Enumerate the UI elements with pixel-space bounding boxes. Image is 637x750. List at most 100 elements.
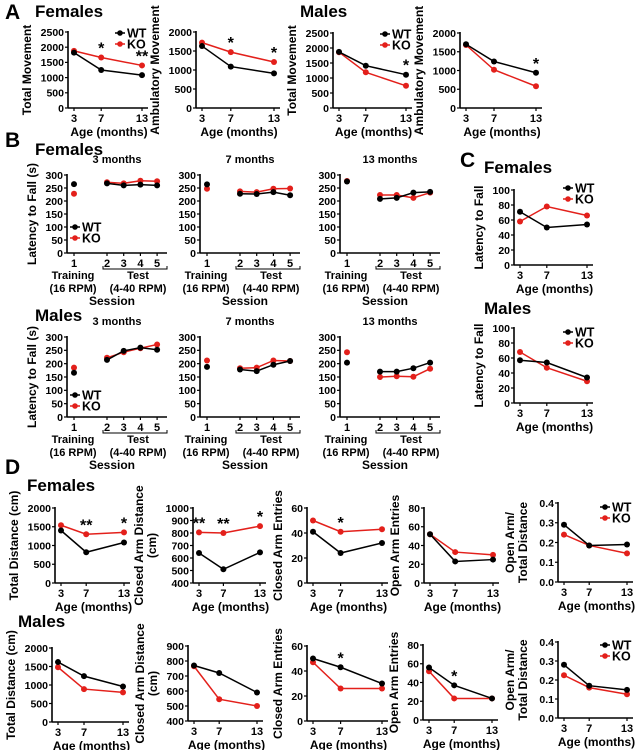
legend-label: WT (82, 389, 102, 403)
data-point-wt (463, 41, 469, 48)
y-tick-label: 700 (171, 540, 189, 552)
panel-label-d: D (5, 456, 21, 479)
legend-item-wt: WT (600, 639, 632, 653)
series-line-wt (239, 360, 291, 372)
data-point-wt (624, 686, 630, 693)
data-point-wt (71, 49, 77, 56)
y-tick-label: 50 (324, 398, 336, 410)
test-bracket (102, 430, 168, 434)
x-axis-label: Age (months) (70, 125, 147, 139)
x-tick-label: 7 (338, 588, 344, 600)
series-line-wt (519, 359, 588, 379)
x-tick-label: 13 (251, 726, 263, 738)
y-tick-label: 0.4 (539, 637, 554, 649)
chart-d-males-17: 0 500 1000 1500 2000 3 7 13 Total Distance (cm) A… (4, 630, 130, 750)
x-tick-label: 3 (199, 113, 205, 125)
series-line-wt (312, 657, 383, 685)
data-point-wt (199, 43, 205, 50)
data-point-wt (586, 682, 593, 689)
y-tick-label: 0 (504, 398, 510, 410)
training-rpm-label: (16 RPM) (322, 447, 369, 459)
data-point-wt (237, 366, 243, 373)
significance-marker: * (98, 41, 105, 58)
x-tick-label: 7 (586, 587, 592, 599)
significance-marker: * (337, 650, 344, 667)
x-tick-label: 13 (136, 113, 148, 125)
y-tick-label: 0 (58, 103, 64, 115)
series-line-ko (380, 191, 431, 199)
y-axis-label: (cm) (146, 671, 160, 696)
chart-d-males-20: 0 20 40 60 80 3 7 13 Open Arm Entries Age (months… (387, 631, 500, 750)
legend-marker (602, 653, 608, 659)
series-line-ko (563, 674, 628, 695)
data-point-wt (227, 63, 234, 70)
chart-title: 3 months (93, 154, 142, 166)
heading-c-females: Females (484, 158, 553, 177)
y-tick-label: 1000 (306, 73, 330, 85)
data-point-wt (344, 178, 350, 185)
significance-marker: ** (217, 516, 230, 533)
chart-d-males-18: 400 500 600 700 800 900 3 7 13 Closed Arm Distanc… (133, 623, 265, 750)
x-tick-label: 3 (336, 113, 342, 125)
test-rpm-label: (4-40 RPM) (110, 283, 167, 295)
x-tick-label: 4 (270, 258, 277, 270)
test-bracket (235, 266, 301, 270)
data-point-ko (254, 703, 260, 709)
y-axis-label: Total Distance (516, 502, 530, 583)
y-tick-label: 0 (330, 412, 336, 424)
panel-label-b: B (5, 129, 21, 152)
y-tick-label: 1500 (41, 57, 65, 69)
x-tick-label: 7 (544, 270, 550, 282)
y-tick-label: 80 (407, 640, 419, 652)
data-point-ko (220, 530, 227, 536)
x-tick-label: 1 (204, 258, 210, 270)
series-line-ko (519, 205, 588, 223)
y-tick-label: 0.1 (539, 557, 554, 569)
series-line-ko (519, 351, 588, 382)
data-point-wt (104, 180, 110, 187)
y-tick-label: 2000 (169, 27, 193, 39)
y-tick-label: 50 (51, 235, 63, 247)
y-tick-label: 200 (178, 358, 196, 370)
significance-marker: * (121, 515, 128, 532)
x-axis-label: Age (months) (516, 420, 593, 434)
chart-a-males-2: 0 500 1000 1500 2000 2500 3 7 13 Total Movement Ag… (285, 25, 412, 139)
legend-label: WT (392, 28, 412, 42)
y-tick-label: 800 (166, 656, 184, 668)
data-point-wt (517, 357, 523, 364)
y-tick-label: 40 (291, 666, 303, 678)
x-axis-label: Age (months) (424, 600, 501, 614)
legend-item-wt: WT (563, 326, 595, 340)
y-tick-label: 250 (45, 345, 63, 357)
y-tick-label: 100 (178, 222, 196, 234)
data-point-ko (362, 69, 369, 76)
y-tick-label: 1500 (28, 522, 52, 534)
legend-label: KO (575, 193, 594, 207)
data-point-ko (624, 550, 630, 557)
training-label: Training (52, 434, 95, 446)
data-point-wt (81, 673, 87, 680)
y-tick-label: 250 (318, 183, 336, 195)
x-tick-label: 13 (268, 113, 280, 125)
data-point-wt (71, 369, 77, 376)
y-tick-label: 2000 (25, 643, 49, 655)
test-rpm-label: (4-40 RPM) (383, 447, 440, 459)
y-tick-label: 0 (42, 717, 48, 729)
legend-item-ko: KO (563, 337, 594, 351)
data-point-wt (624, 541, 630, 548)
data-point-wt (287, 358, 294, 364)
x-tick-label: 7 (338, 726, 344, 738)
y-tick-label: 0 (297, 716, 303, 728)
y-axis-label: Open Arm/ (503, 511, 517, 573)
legend-item-wt: WT (70, 221, 102, 235)
data-point-wt (196, 550, 202, 556)
series-line-wt (338, 51, 407, 76)
x-tick-label: 13 (117, 727, 129, 739)
y-tick-label: 2500 (306, 28, 330, 40)
y-tick-label: 100 (318, 385, 336, 397)
y-tick-label: 200 (178, 196, 196, 208)
data-point-wt (362, 62, 369, 69)
legend-item-ko: KO (115, 38, 146, 52)
x-tick-label: 13 (530, 113, 542, 125)
